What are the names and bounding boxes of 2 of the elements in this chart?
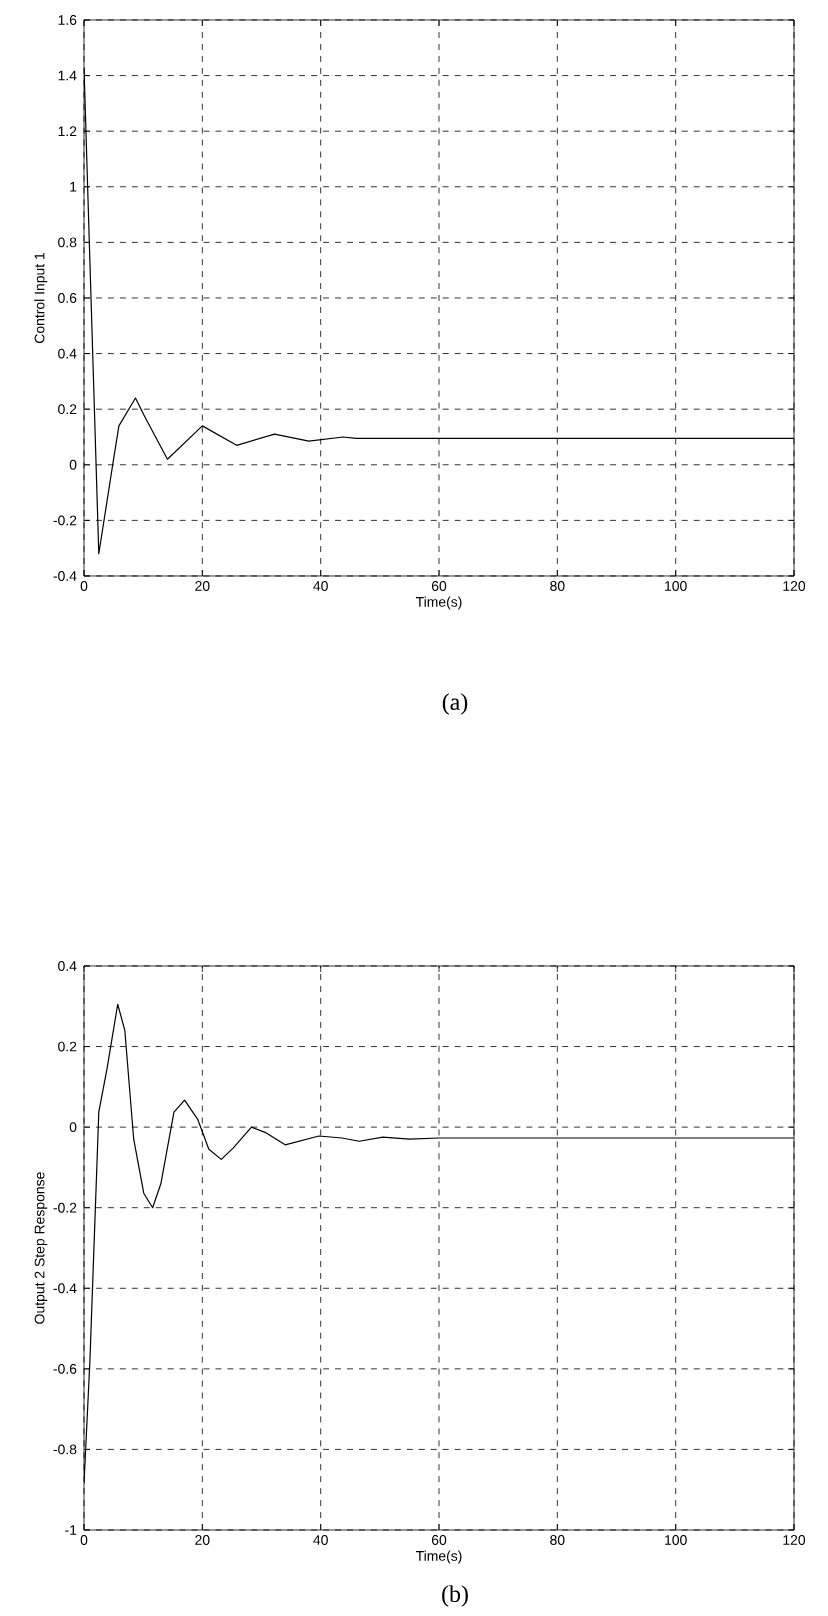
text: (b)	[442, 1585, 468, 1607]
text: (a)	[442, 693, 468, 715]
